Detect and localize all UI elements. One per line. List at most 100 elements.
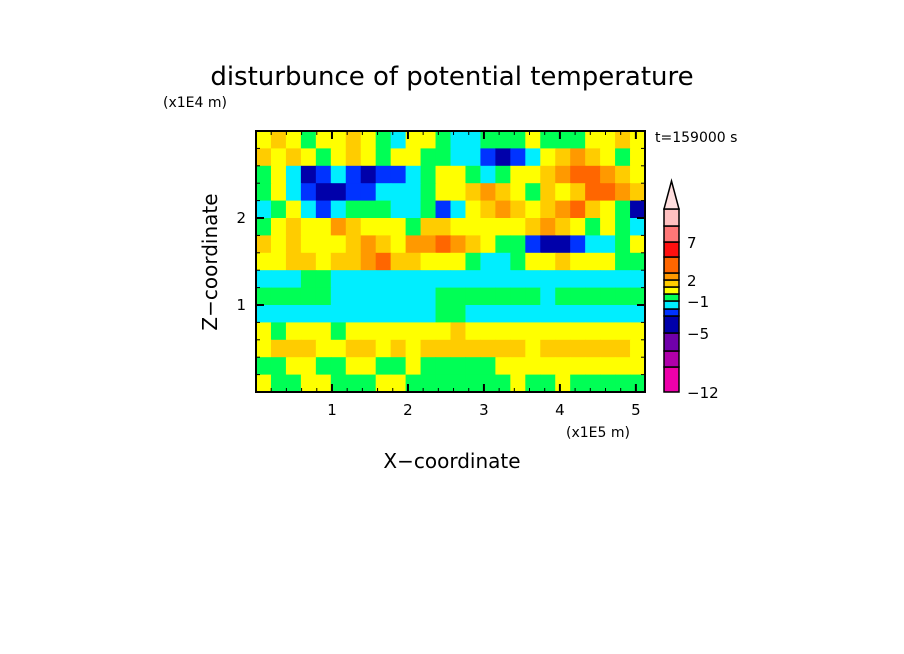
heatmap-cell — [300, 339, 317, 358]
heatmap-cell — [405, 357, 422, 376]
heatmap-cell — [510, 200, 526, 219]
heatmap-cell — [495, 374, 511, 393]
heatmap-cell — [495, 165, 511, 184]
heatmap-cell — [375, 357, 392, 376]
heatmap-cell — [285, 252, 302, 271]
heatmap-cell — [390, 357, 407, 376]
heatmap-cell — [510, 183, 526, 202]
heatmap-cell — [405, 270, 422, 289]
heatmap-cell — [360, 235, 377, 254]
heatmap-cell — [375, 131, 392, 149]
heatmap-cell — [525, 131, 541, 149]
heatmap-cell — [615, 357, 631, 376]
heatmap-cell — [495, 270, 511, 289]
heatmap-cell — [300, 131, 317, 149]
heatmap-cell — [495, 148, 511, 167]
y-tick-label: 1 — [236, 296, 246, 314]
heatmap-cell — [465, 357, 482, 376]
heatmap-cell — [465, 270, 482, 289]
heatmap-cell — [555, 165, 571, 184]
heatmap-cell — [435, 235, 452, 254]
heatmap-cell — [405, 165, 422, 184]
heatmap-cell — [285, 200, 302, 219]
heatmap-cell — [615, 131, 631, 149]
heatmap-cell — [600, 148, 616, 167]
heatmap-cell — [375, 339, 392, 358]
heatmap-cell — [570, 357, 586, 376]
y-axis-label: Z−coordinate — [198, 193, 222, 330]
heatmap-cell — [345, 148, 362, 167]
heatmap-cell — [540, 270, 556, 289]
heatmap-cell — [630, 148, 646, 167]
x-tick-label: 3 — [479, 401, 489, 419]
heatmap-cell — [270, 322, 287, 341]
heatmap-cell — [630, 131, 646, 149]
heatmap-cell — [390, 270, 407, 289]
heatmap-cell — [390, 218, 407, 236]
heatmap-cell — [510, 287, 526, 306]
heatmap-cell — [435, 131, 452, 149]
heatmap-cell — [510, 131, 526, 149]
heatmap-cell — [450, 287, 467, 306]
heatmap-cell — [256, 165, 272, 184]
heatmap-cell — [420, 287, 437, 306]
heatmap-cell — [330, 148, 347, 167]
colorbar-extend-triangle — [663, 178, 680, 210]
heatmap-cell — [435, 339, 452, 358]
heatmap-cell — [360, 339, 377, 358]
heatmap-cell — [510, 148, 526, 167]
heatmap-cell — [540, 252, 556, 271]
colorbar-box — [663, 225, 680, 243]
heatmap-cell — [345, 165, 362, 184]
heatmap-cell — [256, 357, 272, 376]
heatmap-cell — [435, 322, 452, 341]
heatmap-cell — [465, 252, 482, 271]
heatmap-cell — [390, 165, 407, 184]
heatmap-cell — [570, 287, 586, 306]
heatmap-cell — [315, 165, 332, 184]
heatmap-cell — [420, 270, 437, 289]
heatmap-cell — [465, 218, 482, 236]
x-tick-label: 2 — [403, 401, 413, 419]
heatmap-cell — [450, 374, 467, 393]
heatmap-cell — [256, 287, 272, 306]
colorbar-box — [663, 272, 680, 281]
heatmap-cell — [375, 165, 392, 184]
heatmap-cell — [405, 218, 422, 236]
heatmap-cell — [360, 374, 377, 393]
heatmap-cell — [450, 339, 467, 358]
heatmap-cell — [420, 183, 437, 202]
heatmap-cell — [390, 252, 407, 271]
colorbar-box — [663, 293, 680, 302]
heatmap-cell — [375, 148, 392, 167]
heatmap-cell — [615, 339, 631, 358]
heatmap-cell — [510, 357, 526, 376]
colorbar-box — [663, 279, 680, 288]
heatmap-cell — [270, 270, 287, 289]
heatmap-cell — [330, 357, 347, 376]
heatmap-cell — [256, 200, 272, 219]
heatmap-cell — [405, 148, 422, 167]
heatmap-cell — [360, 252, 377, 271]
heatmap-cell — [540, 235, 556, 254]
heatmap-cell — [615, 322, 631, 341]
heatmap-cell — [615, 305, 631, 323]
heatmap-cell — [420, 148, 437, 167]
heatmap-cell — [600, 252, 616, 271]
heatmap-cell — [270, 305, 287, 323]
heatmap-cell — [315, 339, 332, 358]
colorbar-box — [663, 366, 680, 393]
heatmap-cell — [555, 339, 571, 358]
heatmap-cell — [375, 305, 392, 323]
colorbar — [663, 178, 680, 393]
heatmap-cell — [600, 183, 616, 202]
heatmap-cell — [480, 305, 496, 323]
heatmap-cell — [525, 183, 541, 202]
colorbar-label: 7 — [687, 234, 697, 252]
heatmap-cell — [270, 235, 287, 254]
heatmap-cell — [465, 183, 482, 202]
heatmap-cell — [585, 165, 601, 184]
heatmap-cell — [495, 357, 511, 376]
heatmap-cell — [390, 200, 407, 219]
